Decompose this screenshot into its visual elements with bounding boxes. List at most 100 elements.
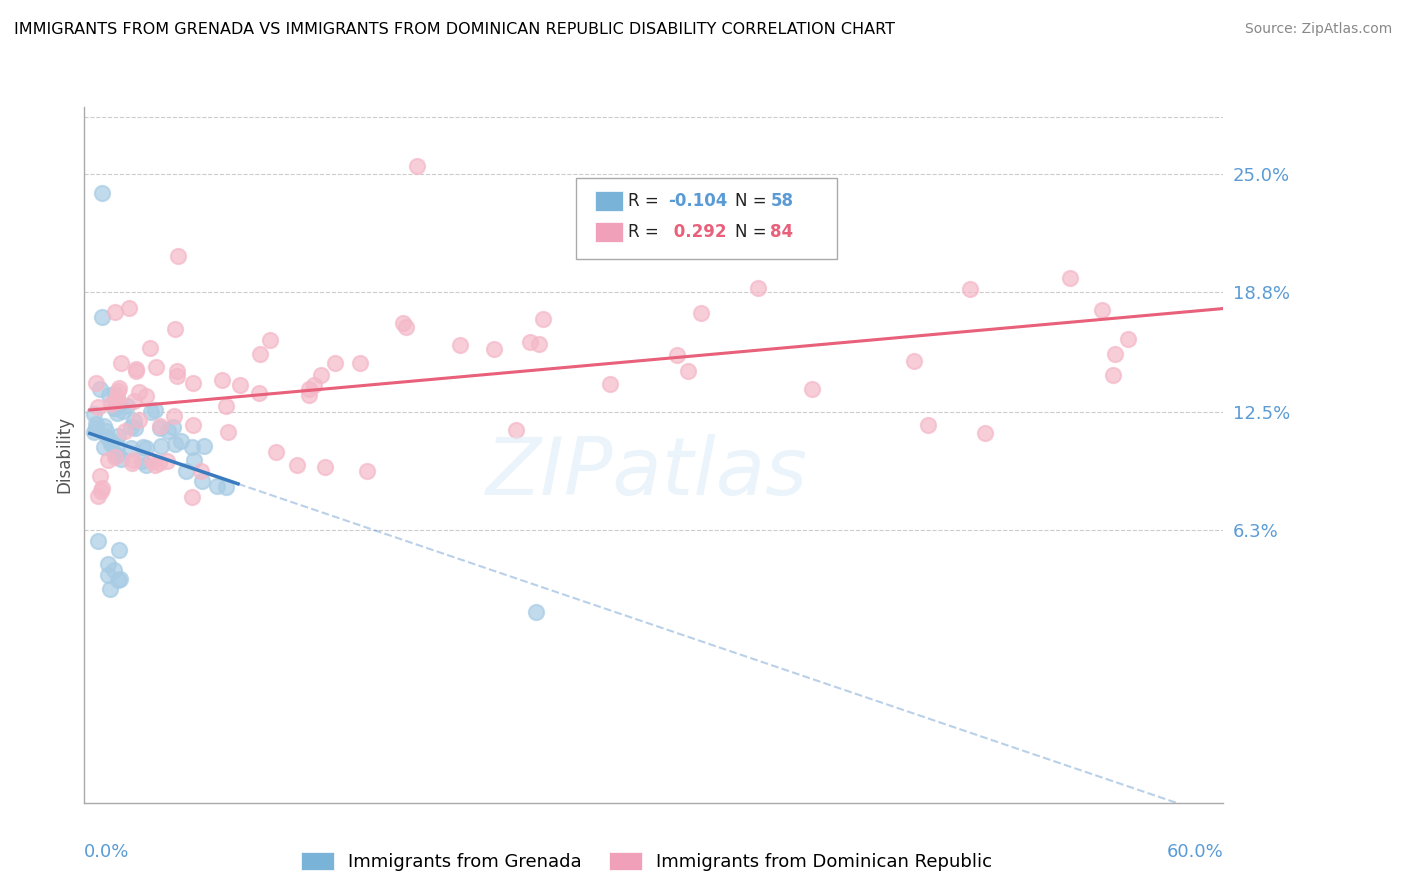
Point: [91, 186, 114, 200]
Point: [505, 423, 527, 437]
Point: [356, 464, 378, 478]
Point: [83, 407, 105, 421]
Point: [156, 454, 179, 468]
Point: [103, 563, 125, 577]
Legend: Immigrants from Grenada, Immigrants from Dominican Republic: Immigrants from Grenada, Immigrants from…: [294, 845, 1000, 879]
Point: [97, 557, 120, 571]
Point: [391, 316, 413, 330]
Point: [156, 424, 179, 438]
Point: [302, 378, 325, 392]
Point: [406, 159, 429, 173]
Point: [105, 448, 128, 462]
Point: [166, 369, 188, 384]
Point: [747, 281, 769, 295]
Point: [91, 481, 114, 495]
Point: [1104, 347, 1126, 361]
Point: [135, 388, 157, 402]
Point: [150, 439, 173, 453]
Point: [193, 439, 215, 453]
Point: [217, 425, 239, 439]
Point: [110, 356, 132, 370]
Point: [143, 458, 166, 472]
Point: [181, 376, 204, 390]
Point: [135, 458, 157, 472]
Point: [1059, 271, 1081, 285]
Point: [690, 306, 713, 320]
Point: [215, 399, 238, 413]
Point: [314, 460, 336, 475]
Point: [162, 420, 184, 434]
Point: [139, 404, 162, 418]
Point: [117, 301, 139, 316]
Point: [104, 387, 127, 401]
Point: [84, 421, 107, 435]
Point: [249, 347, 271, 361]
Point: [145, 359, 167, 374]
Point: [1091, 302, 1114, 317]
Point: [298, 382, 321, 396]
Point: [100, 437, 122, 451]
Point: [121, 456, 143, 470]
Text: 84: 84: [770, 223, 793, 241]
Point: [917, 417, 939, 432]
Point: [599, 377, 621, 392]
Point: [163, 322, 186, 336]
Point: [309, 368, 332, 382]
Point: [107, 381, 129, 395]
Text: Source: ZipAtlas.com: Source: ZipAtlas.com: [1244, 22, 1392, 37]
Point: [108, 572, 131, 586]
Point: [89, 382, 111, 396]
Point: [211, 373, 233, 387]
Point: [121, 452, 143, 467]
Point: [86, 376, 108, 390]
Point: [148, 456, 170, 470]
Point: [128, 385, 150, 400]
Point: [163, 409, 186, 424]
Text: 0.292: 0.292: [668, 223, 727, 241]
Point: [107, 573, 129, 587]
Point: [96, 430, 118, 444]
Point: [973, 426, 995, 441]
Point: [529, 337, 551, 351]
Point: [141, 454, 163, 468]
Point: [110, 452, 132, 467]
Point: [104, 304, 127, 318]
Point: [131, 454, 153, 468]
Point: [84, 417, 107, 432]
Point: [90, 483, 112, 498]
Point: [96, 425, 118, 439]
Point: [89, 468, 111, 483]
Point: [87, 534, 110, 549]
Point: [108, 542, 131, 557]
Point: [519, 334, 541, 349]
Point: [167, 249, 190, 263]
Point: [666, 348, 689, 362]
Text: 60.0%: 60.0%: [1167, 843, 1223, 861]
Point: [191, 474, 214, 488]
Text: R =: R =: [628, 223, 665, 241]
Point: [124, 420, 146, 434]
Point: [83, 425, 105, 439]
Point: [111, 404, 134, 418]
Point: [122, 393, 145, 408]
Point: [120, 442, 142, 456]
Point: [103, 401, 125, 416]
Point: [349, 356, 371, 370]
Point: [104, 448, 127, 462]
Text: 58: 58: [770, 192, 793, 210]
Point: [181, 418, 204, 433]
Point: [87, 489, 110, 503]
Point: [180, 440, 202, 454]
Point: [205, 479, 228, 493]
Point: [104, 450, 127, 465]
Point: [143, 403, 166, 417]
Point: [100, 434, 122, 448]
Point: [1102, 368, 1125, 382]
Point: [105, 392, 128, 406]
Text: ZIPatlas: ZIPatlas: [485, 434, 808, 512]
Point: [125, 364, 148, 378]
Point: [285, 458, 308, 472]
Point: [1116, 332, 1139, 346]
Point: [170, 434, 193, 449]
Point: [96, 568, 118, 582]
